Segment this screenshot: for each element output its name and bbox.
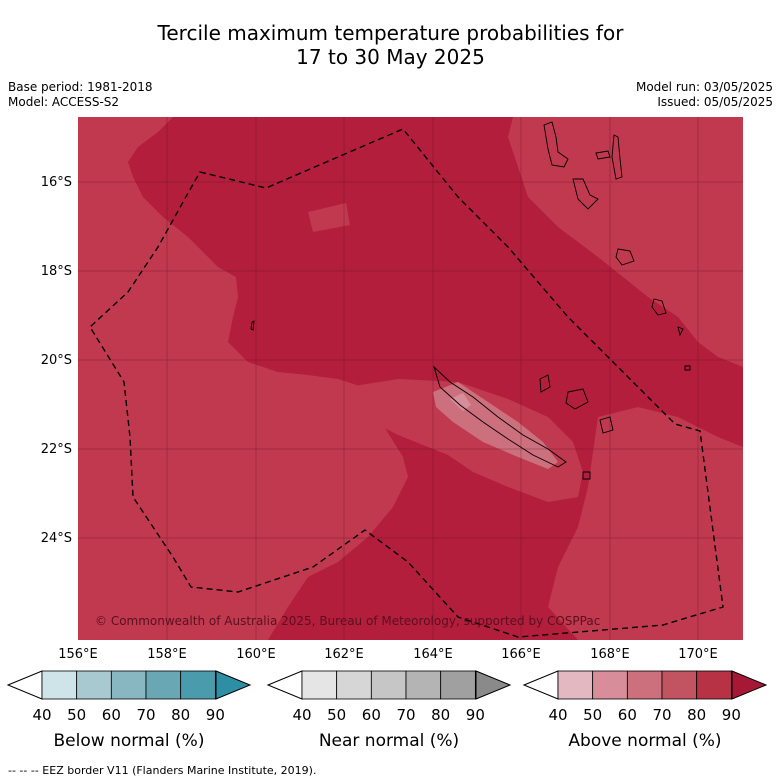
lat-label-24s: 24°S <box>40 531 72 546</box>
cbar-above-tick: 40 <box>548 706 568 724</box>
colorbar-title-above: Above normal (%) <box>568 731 722 751</box>
cbar-below-tick: 70 <box>136 706 156 724</box>
lat-label-22s: 22°S <box>40 442 72 457</box>
cbar-near-segment <box>440 670 476 700</box>
lat-label-16s: 16°S <box>40 175 72 190</box>
colorbar-title-near: Near normal (%) <box>318 731 460 751</box>
lon-label-158e: 158°E <box>147 647 187 662</box>
lon-label-168e: 168°E <box>590 647 630 662</box>
cbar-above-start <box>522 670 559 700</box>
colorbar-above-normal <box>522 670 768 700</box>
cbar-near-segment <box>405 670 442 700</box>
cbar-above-segment <box>696 670 732 700</box>
cbar-near-tick: 50 <box>327 706 347 724</box>
cbar-below-segment <box>110 670 147 700</box>
contour-region-small-north <box>308 203 350 232</box>
cbar-above-segment <box>557 670 594 700</box>
cbar-above-tick: 60 <box>617 706 637 724</box>
cbar-near-start <box>266 670 303 700</box>
cbar-above-segment <box>592 670 628 700</box>
map-title-line2: 17 to 30 May 2025 <box>296 45 485 69</box>
cbar-below-tick: 50 <box>67 706 87 724</box>
lat-label-20s: 20°S <box>40 353 72 368</box>
cbar-near-tick: 70 <box>396 706 416 724</box>
vanuatu-aneityum <box>677 326 684 337</box>
contour-region-newcal-50 <box>450 393 471 411</box>
cbar-above-segment <box>661 670 698 700</box>
base-period: Base period: 1981-2018 <box>8 80 153 94</box>
loyalty-island-lifou <box>565 388 589 410</box>
contour-region-southeast <box>548 407 743 640</box>
model-run: Model run: 03/05/2025 <box>635 80 773 94</box>
lon-label-164e: 164°E <box>413 647 453 662</box>
cbar-below-tick: 40 <box>32 706 52 724</box>
map-title-line1: Tercile maximum temperature probabilitie… <box>157 21 624 45</box>
lon-label-160e: 160°E <box>236 647 276 662</box>
cbar-near-tick: 90 <box>465 706 485 724</box>
eez-legend-note: -- -- -- EEZ border V11 (Flanders Marine… <box>8 764 317 777</box>
lat-label-18s: 18°S <box>40 264 72 279</box>
colorbar-title-below: Below normal (%) <box>53 731 205 751</box>
cbar-above-tick: 90 <box>721 706 741 724</box>
cbar-above-tick: 50 <box>583 706 603 724</box>
vanuatu-pentecost <box>611 134 623 180</box>
colorbar-near-normal <box>266 670 512 700</box>
lon-label-170e: 170°E <box>678 647 718 662</box>
matthew-hunter-islet <box>684 365 691 371</box>
loyalty-island-ouvea <box>539 374 551 393</box>
cbar-near-segment <box>370 670 407 700</box>
vanuatu-malekula <box>572 178 599 210</box>
cbar-below-tick: 90 <box>205 706 225 724</box>
cbar-near-segment <box>336 670 372 700</box>
lon-label-162e: 162°E <box>324 647 364 662</box>
graticule <box>78 117 743 640</box>
cbar-near-end <box>475 670 512 700</box>
eez-border <box>89 128 724 638</box>
isle-of-pines <box>582 471 591 480</box>
contour-region-west <box>78 117 408 640</box>
vanuatu-tanna <box>651 298 667 316</box>
contour-region-center <box>348 379 583 502</box>
contour-region-northeast <box>508 117 743 367</box>
vanuatu-ambae <box>595 150 611 160</box>
cbar-near-tick: 40 <box>292 706 312 724</box>
lon-label-166e: 166°E <box>501 647 541 662</box>
chesterfield-reef <box>250 320 255 331</box>
vanuatu-espiritu-santo <box>543 121 569 168</box>
cbar-below-tick: 80 <box>171 706 191 724</box>
meta-right: Model run: 03/05/2025 Issued: 05/05/2025 <box>636 80 773 110</box>
issued-date: Issued: 05/05/2025 <box>657 95 773 109</box>
loyalty-island-mare <box>599 416 614 434</box>
cbar-below-segment <box>41 670 78 700</box>
cbar-above-tick: 80 <box>687 706 707 724</box>
cbar-near-segment <box>301 670 338 700</box>
cbar-below-start <box>6 670 43 700</box>
cbar-below-segment <box>180 670 216 700</box>
lon-label-156e: 156°E <box>58 647 98 662</box>
cbar-below-end <box>215 670 252 700</box>
map-copyright: © Commonwealth of Australia 2025, Bureau… <box>95 614 601 628</box>
probability-map <box>78 117 743 640</box>
colorbar-below-normal <box>6 670 252 700</box>
cbar-below-segment <box>76 670 112 700</box>
cbar-above-segment <box>626 670 663 700</box>
cbar-below-segment <box>145 670 182 700</box>
model-name: Model: ACCESS-S2 <box>8 95 120 109</box>
cbar-below-tick: 60 <box>101 706 121 724</box>
meta-left: Base period: 1981-2018 Model: ACCESS-S2 <box>8 80 153 110</box>
cbar-above-tick: 70 <box>652 706 672 724</box>
cbar-near-tick: 80 <box>431 706 451 724</box>
vanuatu-efate <box>615 248 635 266</box>
new-caledonia-island <box>433 365 567 468</box>
cbar-above-end <box>731 670 768 700</box>
cbar-near-tick: 60 <box>361 706 381 724</box>
